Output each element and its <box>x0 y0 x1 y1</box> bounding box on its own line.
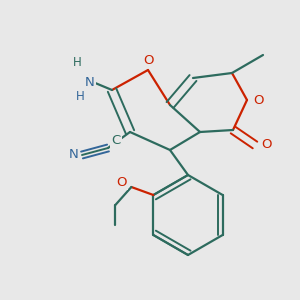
Text: N: N <box>85 76 95 88</box>
Text: O: O <box>254 94 264 106</box>
Text: O: O <box>143 53 153 67</box>
Text: H: H <box>76 89 84 103</box>
Text: H: H <box>73 56 81 70</box>
Text: C: C <box>111 134 121 146</box>
Text: N: N <box>69 148 79 161</box>
Text: O: O <box>262 139 272 152</box>
Text: O: O <box>116 176 127 188</box>
